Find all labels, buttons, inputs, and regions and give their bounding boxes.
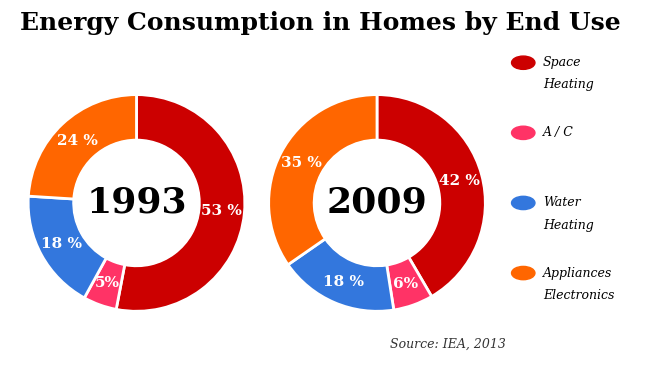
- Wedge shape: [29, 94, 136, 199]
- Text: Water: Water: [543, 196, 580, 210]
- Wedge shape: [116, 94, 245, 311]
- Wedge shape: [377, 94, 486, 296]
- Circle shape: [314, 140, 440, 266]
- Text: Heating: Heating: [543, 78, 593, 92]
- Text: 1993: 1993: [86, 186, 187, 220]
- Wedge shape: [84, 258, 125, 309]
- Text: 6%: 6%: [393, 277, 419, 290]
- Text: Electronics: Electronics: [543, 289, 614, 302]
- Text: 42 %: 42 %: [439, 173, 480, 187]
- Text: Heating: Heating: [543, 218, 593, 232]
- Wedge shape: [288, 239, 394, 311]
- Text: Source: IEA, 2013: Source: IEA, 2013: [390, 338, 506, 351]
- Text: Appliances: Appliances: [543, 266, 612, 280]
- Text: 5%: 5%: [95, 276, 120, 290]
- Circle shape: [73, 140, 200, 266]
- Wedge shape: [28, 196, 106, 298]
- Text: 53 %: 53 %: [202, 204, 242, 218]
- Text: Energy Consumption in Homes by End Use: Energy Consumption in Homes by End Use: [20, 11, 620, 35]
- Wedge shape: [268, 94, 377, 265]
- Text: 24 %: 24 %: [57, 134, 98, 148]
- Wedge shape: [387, 257, 432, 310]
- Text: 18 %: 18 %: [323, 275, 364, 289]
- Text: 2009: 2009: [326, 186, 428, 220]
- Text: 35 %: 35 %: [281, 156, 322, 170]
- Text: A / C: A / C: [543, 126, 573, 139]
- Text: Space: Space: [543, 56, 581, 69]
- Text: 18 %: 18 %: [41, 237, 82, 251]
